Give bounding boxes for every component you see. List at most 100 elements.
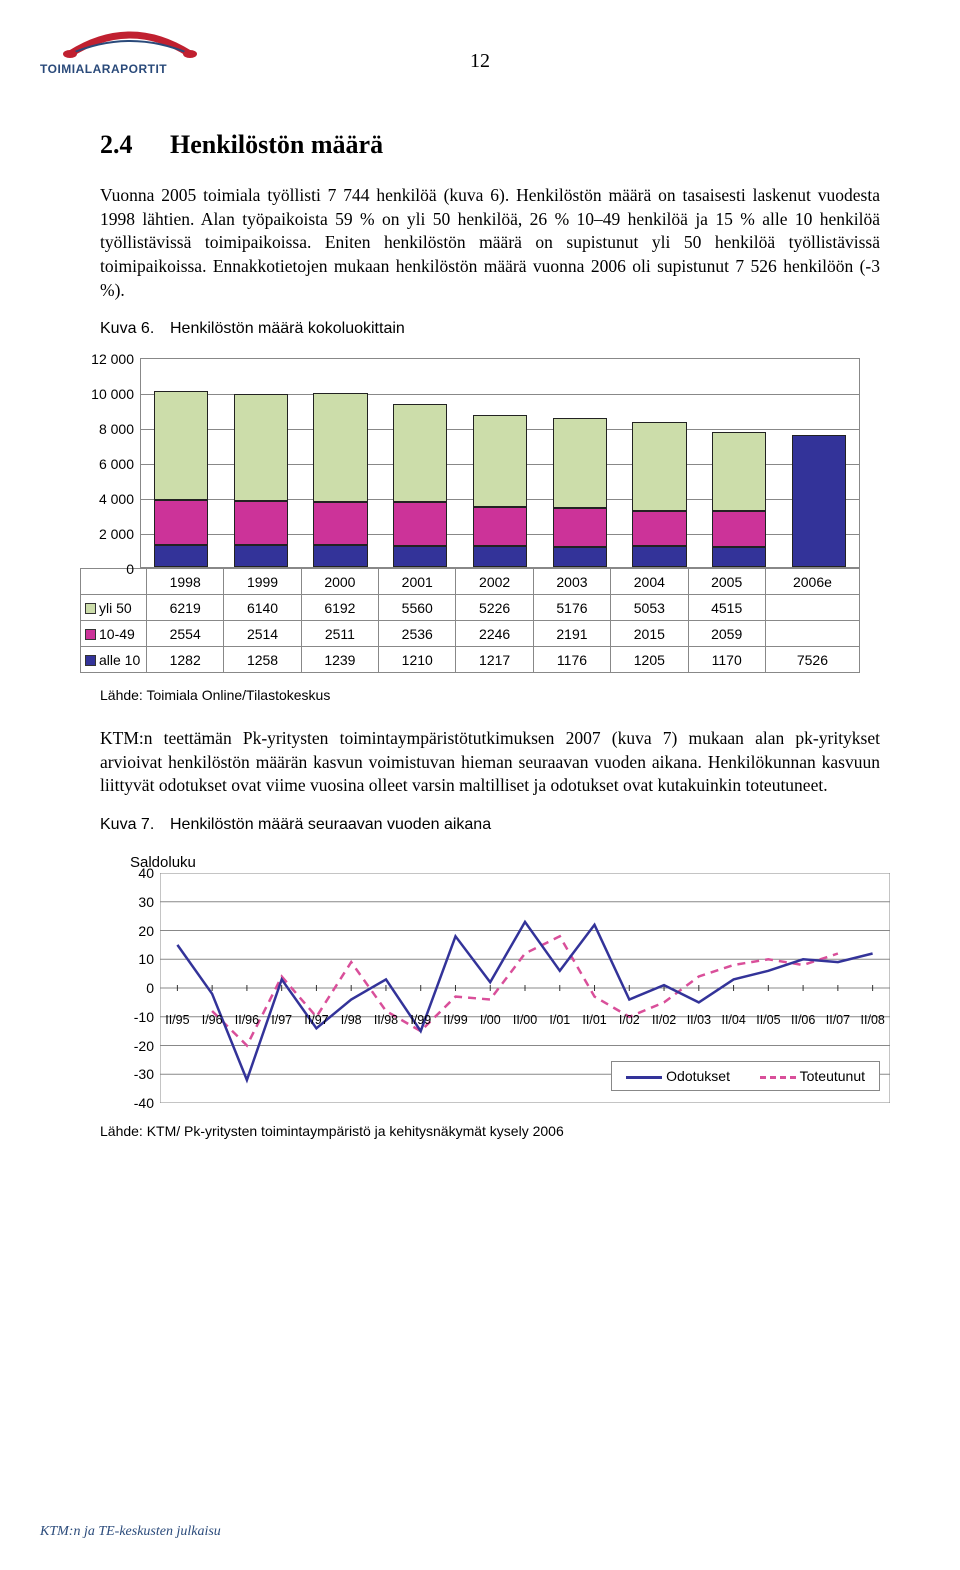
page-number: 12 [470, 50, 490, 73]
chart1-cell: 1258 [224, 647, 301, 673]
figure7-title: Henkilöstön määrä seuraavan vuoden aikan… [170, 816, 491, 833]
chart2-xlabel: I/98 [334, 1013, 369, 1027]
logo: TOIMIALARAPORTIT [40, 30, 220, 76]
chart2-ytick: -10 [128, 1009, 154, 1025]
chart2-plot-area: 403020100-10-20-30-40 II/95I/96II/96I/97… [160, 873, 890, 1103]
chart2-ytick: -20 [128, 1038, 154, 1054]
figure7-caption: Kuva 7.Henkilöstön määrä seuraavan vuode… [100, 816, 880, 834]
chart1-ytick: 2 000 [86, 526, 134, 542]
chart1-series-label: 10-49 [81, 621, 147, 647]
logo-text: TOIMIALARAPORTIT [40, 62, 220, 76]
chart2-xlabel: II/95 [160, 1013, 195, 1027]
figure6-source: Lähde: Toimiala Online/Tilastokeskus [100, 687, 880, 703]
chart2-ytick: 20 [128, 923, 154, 939]
chart1-yaxis: 12 000 10 000 8 000 6 000 4 000 2 000 0 [86, 351, 134, 577]
chart1-cell: 2514 [224, 621, 301, 647]
chart2-xlabel: II/97 [299, 1013, 334, 1027]
section-heading: 2.4Henkilöstön määrä [100, 130, 880, 160]
chart1-cell: 1217 [456, 647, 533, 673]
chart1-bar-column [779, 359, 859, 567]
chart2-ytick: 10 [128, 951, 154, 967]
heading-title: Henkilöstön määrä [170, 130, 383, 159]
chart1-cell [765, 595, 859, 621]
chart2-xlabels: II/95I/96II/96I/97II/97I/98II/98I/99II/9… [160, 1013, 890, 1027]
chart1-bar-column [141, 359, 221, 567]
chart1-year-header: 2000 [301, 569, 378, 595]
chart1-cell: 2059 [688, 621, 765, 647]
chart2-yaxis: 403020100-10-20-30-40 [128, 865, 154, 1111]
chart1-ytick: 6 000 [86, 456, 134, 472]
chart2-xlabel: I/00 [473, 1013, 508, 1027]
chart1-cell: 1282 [147, 647, 224, 673]
chart2-legend: Odotukset Toteutunut [611, 1061, 880, 1091]
chart2-xlabel: II/03 [681, 1013, 716, 1027]
figure7-number: Kuva 7. [100, 816, 170, 834]
chart1-bars [141, 359, 859, 567]
chart1-bar-column [620, 359, 700, 567]
chart2-xlabel: II/05 [751, 1013, 786, 1027]
chart1-cell: 1170 [688, 647, 765, 673]
chart1-cell: 5053 [611, 595, 688, 621]
chart2-ytick: -40 [128, 1095, 154, 1111]
chart1-cell: 2015 [611, 621, 688, 647]
chart2-xlabel: I/97 [264, 1013, 299, 1027]
chart1-cell: 1176 [533, 647, 610, 673]
chart1-cell: 5560 [379, 595, 456, 621]
chart2-xlabel: I/96 [195, 1013, 230, 1027]
figure6-chart: 12 00010 0008 0006 0004 0002 0000 199819… [140, 358, 860, 673]
chart1-cell: 4515 [688, 595, 765, 621]
chart2-ytick: 40 [128, 865, 154, 881]
chart1-cell: 7526 [765, 647, 859, 673]
heading-number: 2.4 [100, 130, 170, 160]
chart1-year-header: 2003 [533, 569, 610, 595]
figure6-number: Kuva 6. [100, 320, 170, 338]
chart1-bar-column [301, 359, 381, 567]
chart2-ytick: 0 [128, 980, 154, 996]
figure6-caption: Kuva 6.Henkilöstön määrä kokoluokittain [100, 320, 880, 338]
chart1-bar-column [699, 359, 779, 567]
chart1-cell: 2511 [301, 621, 378, 647]
logo-arc [60, 30, 200, 60]
chart2-ytitle: Saldoluku [130, 854, 890, 871]
chart1-ytick: 0 [86, 561, 134, 577]
chart1-ytick: 4 000 [86, 491, 134, 507]
chart1-bar-column [460, 359, 540, 567]
chart1-series-label: yli 50 [81, 595, 147, 621]
chart2-xlabel: II/99 [438, 1013, 473, 1027]
chart1-year-header: 1998 [147, 569, 224, 595]
chart1-cell [765, 621, 859, 647]
figure6-title: Henkilöstön määrä kokoluokittain [170, 320, 405, 337]
chart1-cell: 6219 [147, 595, 224, 621]
chart2-xlabel: II/98 [369, 1013, 404, 1027]
figure7-source: Lähde: KTM/ Pk-yritysten toimintaympäris… [100, 1123, 880, 1139]
chart1-year-header: 2004 [611, 569, 688, 595]
chart1-cell: 2246 [456, 621, 533, 647]
chart2-xlabel: II/01 [577, 1013, 612, 1027]
chart1-year-header: 2001 [379, 569, 456, 595]
figure7-chart: Saldoluku 403020100-10-20-30-40 II/95I/9… [130, 854, 890, 1103]
chart1-plot-area: 12 00010 0008 0006 0004 0002 0000 [140, 358, 860, 568]
chart2-xlabel: II/02 [647, 1013, 682, 1027]
chart1-cell: 5226 [456, 595, 533, 621]
chart2-xlabel: II/08 [855, 1013, 890, 1027]
chart2-xlabel: I/99 [403, 1013, 438, 1027]
main-content: 2.4Henkilöstön määrä Vuonna 2005 toimial… [100, 130, 880, 1139]
chart1-bar-column [221, 359, 301, 567]
chart1-ytick: 10 000 [86, 386, 134, 402]
paragraph-1: Vuonna 2005 toimiala työllisti 7 744 hen… [100, 184, 880, 302]
chart1-series-label: alle 10 [81, 647, 147, 673]
chart1-ytick: 8 000 [86, 421, 134, 437]
chart2-xlabel: II/00 [508, 1013, 543, 1027]
chart1-ytick: 12 000 [86, 351, 134, 367]
legend-odotukset: Odotukset [626, 1068, 730, 1084]
chart1-cell: 6192 [301, 595, 378, 621]
chart1-cell: 2191 [533, 621, 610, 647]
chart1-cell: 2536 [379, 621, 456, 647]
chart1-cell: 1210 [379, 647, 456, 673]
chart1-year-header: 2002 [456, 569, 533, 595]
chart2-xlabel: II/07 [821, 1013, 856, 1027]
chart2-ytick: 30 [128, 894, 154, 910]
footer: KTM:n ja TE-keskusten julkaisu [40, 1524, 221, 1540]
paragraph-2: KTM:n teettämän Pk-yritysten toimintaymp… [100, 727, 880, 798]
chart1-cell: 6140 [224, 595, 301, 621]
